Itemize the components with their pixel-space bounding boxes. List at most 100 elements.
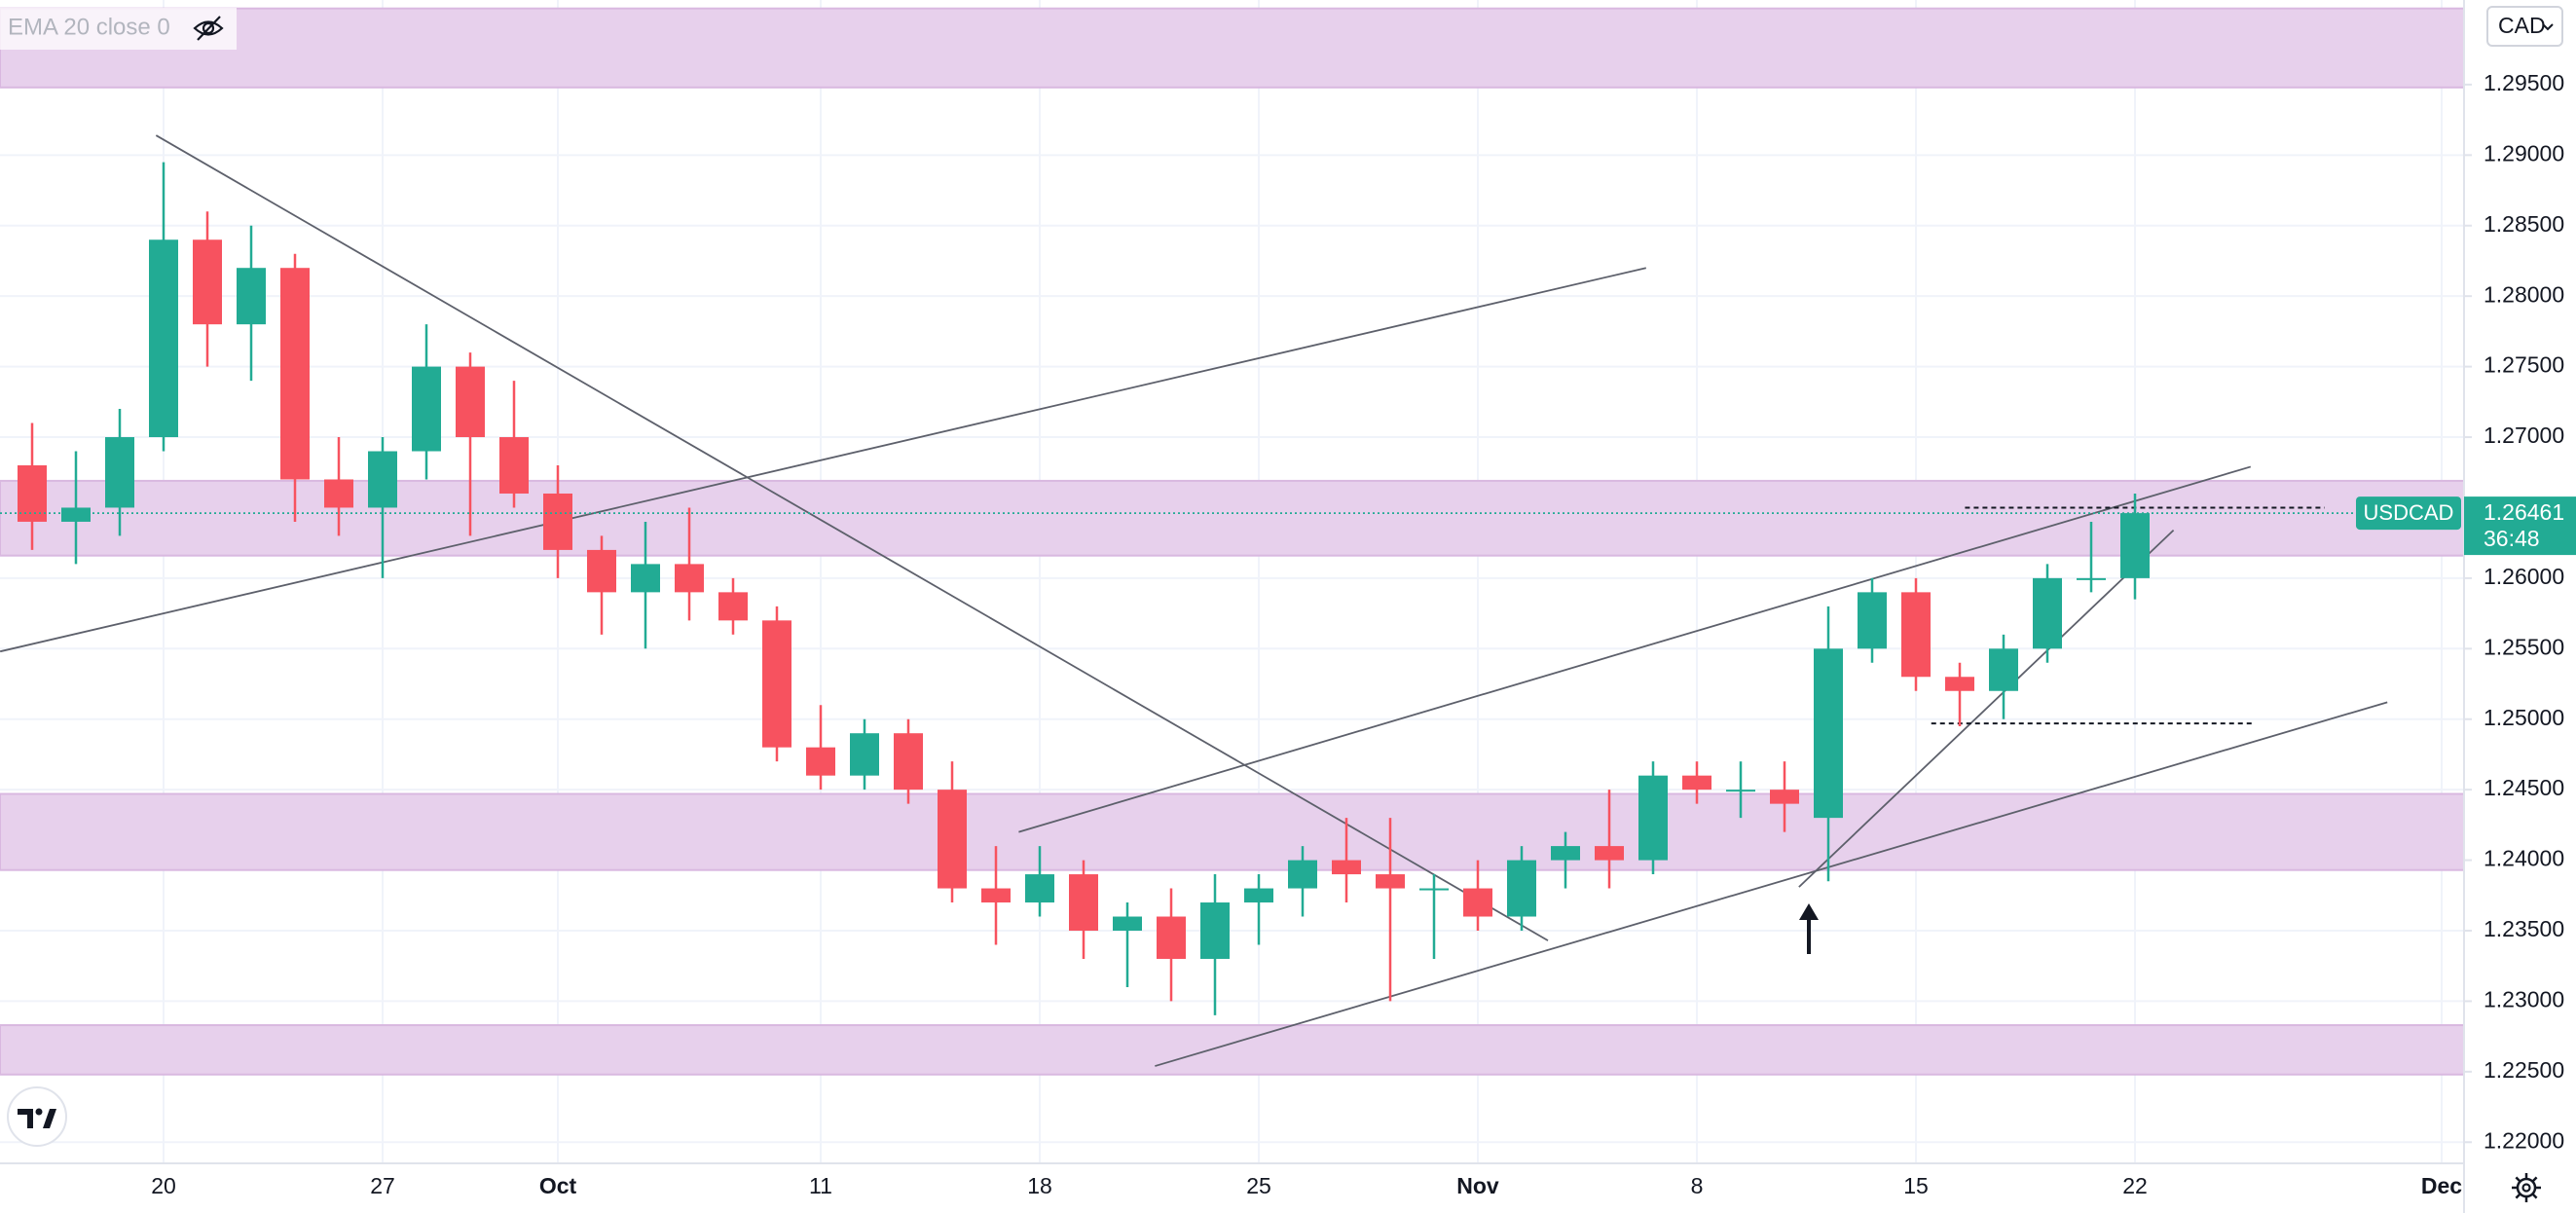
x-tick-label: 18 bbox=[1027, 1173, 1052, 1198]
y-tick-label: 1.26000 bbox=[2484, 564, 2564, 589]
y-tick-label: 1.29500 bbox=[2484, 70, 2564, 95]
trendline bbox=[1018, 465, 2252, 833]
candle-body bbox=[1376, 874, 1405, 889]
x-tick-label: 27 bbox=[370, 1173, 395, 1198]
candle-body bbox=[1463, 888, 1492, 917]
candle-body bbox=[368, 451, 397, 508]
y-tick-label: 1.23000 bbox=[2484, 987, 2564, 1012]
symbol-label: USDCAD bbox=[2364, 500, 2454, 525]
zone bbox=[0, 1024, 2464, 1076]
indicator-legend[interactable]: EMA 20 close 0 bbox=[8, 14, 170, 40]
candle-body bbox=[806, 747, 835, 776]
candle-body bbox=[193, 239, 222, 325]
arrow-annotation bbox=[1799, 903, 1819, 954]
y-tick-label: 1.22000 bbox=[2484, 1127, 2564, 1153]
candle-body bbox=[1332, 860, 1361, 875]
x-tick-label: 25 bbox=[1246, 1173, 1271, 1198]
candle-body bbox=[587, 549, 616, 593]
candle-body bbox=[1682, 775, 1711, 790]
candle-body bbox=[105, 437, 134, 508]
candle-body bbox=[675, 564, 704, 593]
candle-body bbox=[2077, 577, 2106, 580]
candle-body bbox=[850, 733, 879, 776]
candle-body bbox=[1288, 860, 1317, 889]
candle-body bbox=[237, 268, 266, 325]
dropdown-chevron bbox=[2542, 23, 2554, 31]
candle-body bbox=[149, 239, 178, 438]
candle-body bbox=[1244, 888, 1273, 903]
currency-label[interactable]: CAD bbox=[2498, 13, 2546, 38]
y-tick-label: 1.28500 bbox=[2484, 211, 2564, 237]
countdown-label: 36:48 bbox=[2484, 526, 2540, 551]
candle-body bbox=[1858, 592, 1887, 649]
candle-body bbox=[894, 733, 923, 790]
candle-body bbox=[1638, 775, 1668, 861]
settings-gear[interactable] bbox=[2512, 1173, 2541, 1202]
candle-body bbox=[280, 268, 310, 480]
candle-body bbox=[718, 592, 748, 621]
last-price-label: 1.26461 bbox=[2484, 499, 2564, 525]
y-tick-label: 1.23500 bbox=[2484, 916, 2564, 941]
y-tick-label: 1.25000 bbox=[2484, 705, 2564, 730]
candle-body bbox=[1945, 677, 1974, 691]
candle-body bbox=[762, 620, 791, 748]
x-tick-label: Nov bbox=[1456, 1173, 1499, 1198]
candle-body bbox=[1069, 874, 1098, 931]
x-tick-label: 22 bbox=[2122, 1173, 2148, 1198]
y-tick-label: 1.25500 bbox=[2484, 634, 2564, 659]
candle-body bbox=[938, 790, 967, 889]
candle-body bbox=[543, 493, 572, 550]
y-tick-label: 1.27000 bbox=[2484, 423, 2564, 448]
candle-body bbox=[1025, 874, 1054, 903]
candle-body bbox=[2033, 577, 2062, 649]
currency-button[interactable] bbox=[2486, 6, 2563, 47]
price-label-box bbox=[2464, 496, 2576, 556]
axes: 1.22000 1.22500 1.23000 1.23500 1.24000 1.245… bbox=[151, 70, 2564, 1198]
trendline bbox=[1798, 529, 2175, 888]
x-tick-label: 11 bbox=[809, 1173, 832, 1198]
zone bbox=[0, 792, 2464, 871]
candle-body bbox=[499, 437, 529, 494]
zone bbox=[0, 479, 2464, 557]
candle-body bbox=[456, 366, 485, 438]
candle-body bbox=[1595, 846, 1624, 861]
candle-body bbox=[1200, 902, 1230, 959]
trendline bbox=[1155, 701, 2388, 1067]
plot-area bbox=[0, 0, 2464, 1163]
candle-body bbox=[412, 366, 441, 452]
y-tick-label: 1.24000 bbox=[2484, 846, 2564, 871]
x-tick-label: 15 bbox=[1903, 1173, 1929, 1198]
candle-body bbox=[2120, 513, 2150, 578]
x-tick-label: 8 bbox=[1691, 1173, 1704, 1198]
candle-body bbox=[1814, 648, 1843, 819]
candle-body bbox=[1770, 790, 1799, 804]
trendline bbox=[155, 134, 1549, 941]
y-tick-label: 1.29000 bbox=[2484, 140, 2564, 165]
candle-body bbox=[1551, 846, 1580, 861]
legend-box bbox=[0, 8, 237, 50]
candle-body bbox=[1157, 916, 1186, 959]
visibility-icon[interactable] bbox=[193, 16, 224, 41]
trendline bbox=[0, 267, 1647, 653]
candle-body bbox=[631, 564, 660, 593]
y-tick-label: 1.27500 bbox=[2484, 352, 2564, 378]
y-tick-label: 1.28000 bbox=[2484, 281, 2564, 307]
candle-body bbox=[1419, 888, 1449, 891]
zone bbox=[0, 7, 2464, 89]
candle-body bbox=[18, 465, 47, 522]
symbol-label-box bbox=[2356, 496, 2461, 531]
x-tick-label: 20 bbox=[151, 1173, 176, 1198]
candle-body bbox=[981, 888, 1011, 903]
y-tick-label: 1.22500 bbox=[2484, 1057, 2564, 1083]
candle-body bbox=[1989, 648, 2018, 691]
tradingview-logo[interactable] bbox=[7, 1086, 67, 1147]
candle-body bbox=[1901, 592, 1931, 678]
candle-body bbox=[1507, 860, 1536, 917]
candle-body bbox=[1726, 790, 1755, 792]
candle-body bbox=[1113, 916, 1142, 931]
x-tick-label: Oct bbox=[539, 1173, 577, 1198]
candle-body bbox=[324, 479, 353, 508]
x-tick-label: Dec bbox=[2421, 1173, 2462, 1198]
